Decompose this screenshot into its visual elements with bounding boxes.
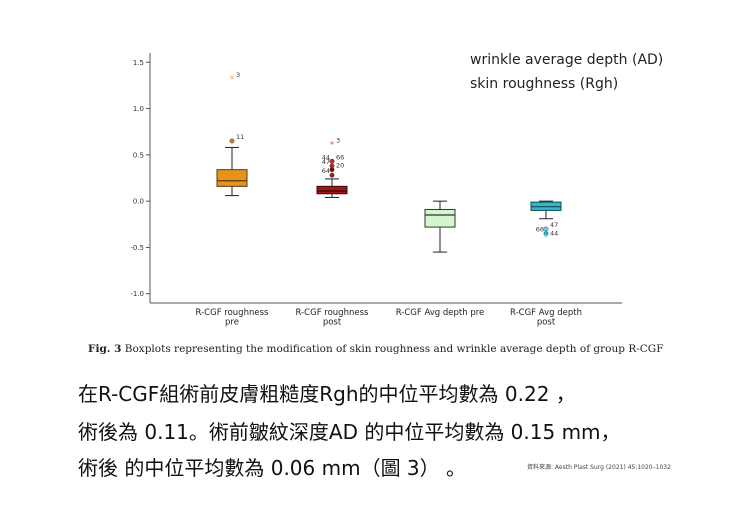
outlier-label: 66 <box>336 153 344 161</box>
x-tick-label-line: R-CGF roughness <box>196 308 269 318</box>
outlier-point <box>543 226 549 232</box>
y-tick-label: -1.0 <box>130 290 144 298</box>
outlier-point <box>329 167 335 173</box>
outlier-label: 64 <box>322 167 330 175</box>
outlier-label: 66 <box>536 226 544 234</box>
outlier-point <box>329 172 335 178</box>
outlier-label: 20 <box>336 162 344 170</box>
outlier-star: * <box>330 141 335 151</box>
x-tick-label-line: pre <box>225 318 239 328</box>
outlier-point <box>543 231 549 236</box>
x-tick-label: R-CGF roughness pre <box>196 308 269 328</box>
figure-caption-label: Fig. 3 <box>88 343 122 355</box>
legend-skin-roughness: skin roughness (Rgh) <box>470 76 619 92</box>
y-tick-label: 1.0 <box>133 105 144 113</box>
outlier-star: * <box>230 75 235 85</box>
box-body <box>316 185 348 195</box>
outlier-label: 47 <box>322 158 330 166</box>
box-body <box>216 169 248 187</box>
x-tick-label: R-CGF roughness post <box>296 308 369 328</box>
summary-line-3: 術後 的中位平均數為 0.06 mm（圖 3） 。 <box>78 456 467 480</box>
y-tick-label: -0.5 <box>130 244 144 252</box>
box-1: * 3 11 <box>216 71 248 197</box>
x-tick-label-line: R-CGF roughness <box>296 308 369 318</box>
y-tick-label: 0.0 <box>133 198 144 206</box>
outlier-label: 44 <box>550 229 558 237</box>
outlier-label: 44 <box>322 153 330 161</box>
box-body <box>424 208 456 228</box>
outlier-label: 3 <box>336 137 340 145</box>
outlier-label: 11 <box>236 133 244 141</box>
box-4: 47 66* 44 <box>530 200 562 243</box>
box-3 <box>424 200 456 253</box>
outlier-point <box>229 138 235 144</box>
outlier-star: * <box>544 233 549 243</box>
figure-caption-text: Boxplots representing the modification o… <box>124 343 664 355</box>
x-tick-label-line: post <box>323 318 342 328</box>
legend-wrinkle-depth: wrinkle average depth (AD) <box>470 52 664 68</box>
y-axis-ticks: -1.0 -0.5 0.0 0.5 1.0 1.5 <box>130 59 150 298</box>
y-tick-label: 1.5 <box>133 59 144 67</box>
outlier-point <box>329 158 335 164</box>
chart-axes <box>149 53 622 304</box>
x-tick-label-line: R-CGF Avg depth <box>510 308 582 318</box>
source-citation: 資料來源: Aesth Plast Surg (2021) 45:1020–10… <box>527 464 671 471</box>
x-tick-label-line: R-CGF Avg depth pre <box>396 308 485 318</box>
box-2: * 3 44 66 47 20 64 <box>316 137 348 198</box>
summary-line-2: 術後為 0.11。術前皺紋深度AD 的中位平均數為 0.15 mm， <box>78 420 621 444</box>
outlier-label: 47 <box>550 221 558 229</box>
outlier-label: 3 <box>236 71 240 79</box>
summary-line-1: 在R-CGF組術前皮膚粗糙度Rgh的中位平均數為 0.22 ， <box>78 382 576 406</box>
x-tick-label: R-CGF Avg depth pre <box>396 308 485 318</box>
figure-caption: Fig. 3 Boxplots representing the modific… <box>88 343 663 355</box>
x-tick-label-line: post <box>537 318 556 328</box>
x-tick-label: R-CGF Avg depth post <box>510 308 582 328</box>
y-tick-label: 0.5 <box>133 151 144 159</box>
